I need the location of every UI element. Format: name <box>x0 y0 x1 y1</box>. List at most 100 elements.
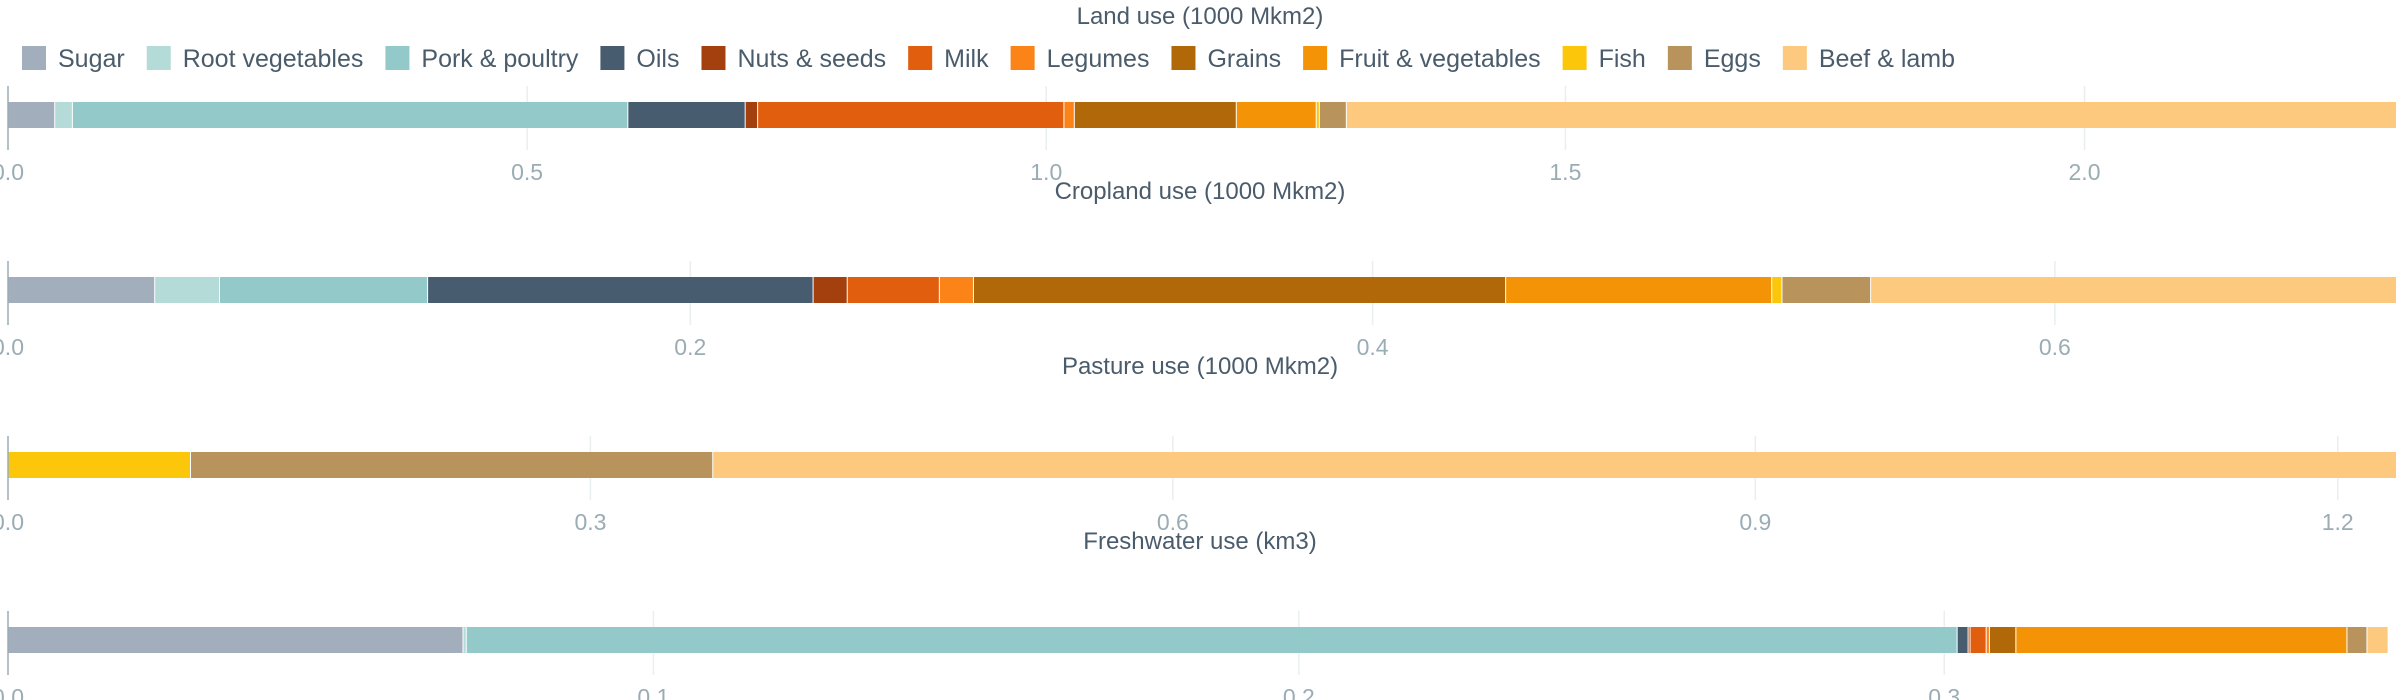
legend-label: Fruit & vegetables <box>1339 45 1541 73</box>
legend-swatch <box>1562 46 1587 70</box>
tick-label: 0.2 <box>674 334 706 360</box>
legend-swatch <box>600 46 625 70</box>
legend-swatch <box>1171 46 1196 70</box>
bar-segment-grains[interactable] <box>973 277 1506 303</box>
legend-swatch <box>385 46 410 70</box>
bar-segment-root-vegetables[interactable] <box>54 102 73 128</box>
tick-label: 2.0 <box>2069 159 2101 185</box>
bar-segment-nuts-seeds[interactable] <box>813 277 848 303</box>
bar-segment-sugar[interactable] <box>8 102 55 128</box>
legend-label: Nuts & seeds <box>737 45 886 73</box>
tick-label: 0.3 <box>574 509 606 535</box>
chart-panels: Land use (1000 Mkm2)0.00.51.01.52.0Cropl… <box>0 3 2396 700</box>
legend-label: Root vegetables <box>183 45 364 73</box>
tick-label: 0.4 <box>1357 334 1389 360</box>
chart-title: Cropland use (1000 Mkm2) <box>1055 178 1346 205</box>
legend-swatch <box>1667 46 1692 70</box>
chart-title: Land use (1000 Mkm2) <box>1077 3 1324 30</box>
bar-segment-beef-lamb[interactable] <box>2366 627 2388 653</box>
bar-segment-beef-lamb[interactable] <box>1870 277 2396 303</box>
legend-label: Grains <box>1207 45 1281 73</box>
bar-segment-nuts-seeds[interactable] <box>745 102 758 128</box>
legend-label: Milk <box>944 45 989 73</box>
legend-item-root-vegetables[interactable]: Root vegetables <box>146 45 364 73</box>
legend-item-milk[interactable]: Milk <box>908 45 989 73</box>
legend-item-grains[interactable]: Grains <box>1171 45 1281 73</box>
legend-item-pork-poultry[interactable]: Pork & poultry <box>385 45 579 73</box>
bar-segment-nuts-seeds[interactable] <box>1968 627 1971 653</box>
bar-segment-sugar[interactable] <box>8 277 155 303</box>
tick-label: 1.2 <box>2322 509 2354 535</box>
legend-item-sugar[interactable]: Sugar <box>22 45 125 73</box>
bar-segment-root-vegetables[interactable] <box>154 277 220 303</box>
bar-segment-pork-poultry[interactable] <box>219 277 428 303</box>
tick-label: 0.0 <box>0 334 24 360</box>
tick-label: 0.5 <box>511 159 543 185</box>
bar-segment-sugar[interactable] <box>8 627 464 653</box>
legend-item-beef-lamb[interactable]: Beef & lamb <box>1782 45 1955 73</box>
bar-segment-fish[interactable] <box>8 452 191 478</box>
legend-label: Oils <box>636 45 679 73</box>
bar-segment-milk[interactable] <box>757 102 1064 128</box>
legend-label: Legumes <box>1047 45 1150 73</box>
bar-segment-oils[interactable] <box>427 277 814 303</box>
bar-segment-grains[interactable] <box>1074 102 1237 128</box>
legend-item-oils[interactable]: Oils <box>600 45 679 73</box>
bar-segment-eggs[interactable] <box>1781 277 1871 303</box>
chart-panel-cropland-use-1000-mkm2: Cropland use (1000 Mkm2) 0.0 0.2 0.4 0.6 <box>0 178 2396 360</box>
legend-label: Beef & lamb <box>1819 45 1955 73</box>
legend: Sugar Root vegetables Pork & poultry Oils Nu… <box>22 45 1955 73</box>
chart-title: Pasture use (1000 Mkm2) <box>1062 353 1338 380</box>
bar-segment-legumes[interactable] <box>1063 102 1075 128</box>
tick-label: 0.0 <box>0 509 24 535</box>
legend-item-nuts-seeds[interactable]: Nuts & seeds <box>701 45 886 73</box>
legend-label: Pork & poultry <box>421 45 579 73</box>
tick-label: 1.0 <box>1030 159 1062 185</box>
legend-item-fish[interactable]: Fish <box>1562 45 1646 73</box>
bar-segment-fruit-vegetables[interactable] <box>1236 102 1317 128</box>
bar-segment-milk[interactable] <box>1970 627 1987 653</box>
bar-segment-grains[interactable] <box>1989 627 2016 653</box>
legend-swatch <box>1010 46 1035 70</box>
bar-segment-legumes[interactable] <box>939 277 974 303</box>
chart-panel-freshwater-use-km3: Freshwater use (km3) 0.0 0.1 0.2 0.3 <box>0 528 2388 700</box>
legend-swatch <box>1303 46 1328 70</box>
tick-label: 0.0 <box>0 159 24 185</box>
bar-segment-pork-poultry[interactable] <box>466 627 1958 653</box>
legend-swatch <box>1782 46 1807 70</box>
tick-label: 0.6 <box>2039 334 2071 360</box>
bar-segment-oils[interactable] <box>1957 627 1969 653</box>
bar-segment-beef-lamb[interactable] <box>1346 102 2396 128</box>
legend-label: Sugar <box>58 45 125 73</box>
legend-item-legumes[interactable]: Legumes <box>1010 45 1150 73</box>
bar-segment-eggs[interactable] <box>2346 627 2367 653</box>
tick-label: 0.9 <box>1739 509 1771 535</box>
tick-label: 0.1 <box>637 684 669 700</box>
tick-label: 0.0 <box>0 684 24 700</box>
legend-item-fruit-vegetables[interactable]: Fruit & vegetables <box>1303 45 1541 73</box>
bar-segment-eggs[interactable] <box>190 452 713 478</box>
legend-label: Fish <box>1599 45 1646 73</box>
legend-swatch <box>146 46 171 70</box>
legend-item-eggs[interactable]: Eggs <box>1667 45 1761 73</box>
bar-segment-oils[interactable] <box>627 102 746 128</box>
chart-title: Freshwater use (km3) <box>1083 528 1316 555</box>
bar-segment-pork-poultry[interactable] <box>72 102 628 128</box>
legend-swatch <box>701 46 726 70</box>
bar-segment-milk[interactable] <box>847 277 940 303</box>
bar-segment-fish[interactable] <box>1316 102 1320 128</box>
bar-segment-fish[interactable] <box>1771 277 1782 303</box>
bar-segment-beef-lamb[interactable] <box>712 452 2396 478</box>
legend-label: Eggs <box>1704 45 1761 73</box>
bar-segment-fruit-vegetables[interactable] <box>1505 277 1772 303</box>
tick-label: 0.3 <box>1928 684 1960 700</box>
bar-segment-legumes[interactable] <box>1986 627 1990 653</box>
legend-swatch <box>22 46 46 70</box>
bar-segment-root-vegetables[interactable] <box>463 627 467 653</box>
tick-label: 1.5 <box>1549 159 1581 185</box>
bar-segment-eggs[interactable] <box>1319 102 1347 128</box>
bar-segment-fruit-vegetables[interactable] <box>2015 627 2347 653</box>
legend-swatch <box>908 46 933 70</box>
chart-panel-pasture-use-1000-mkm2: Pasture use (1000 Mkm2) 0.0 0.3 0.6 0.9 1.2 <box>0 353 2396 535</box>
